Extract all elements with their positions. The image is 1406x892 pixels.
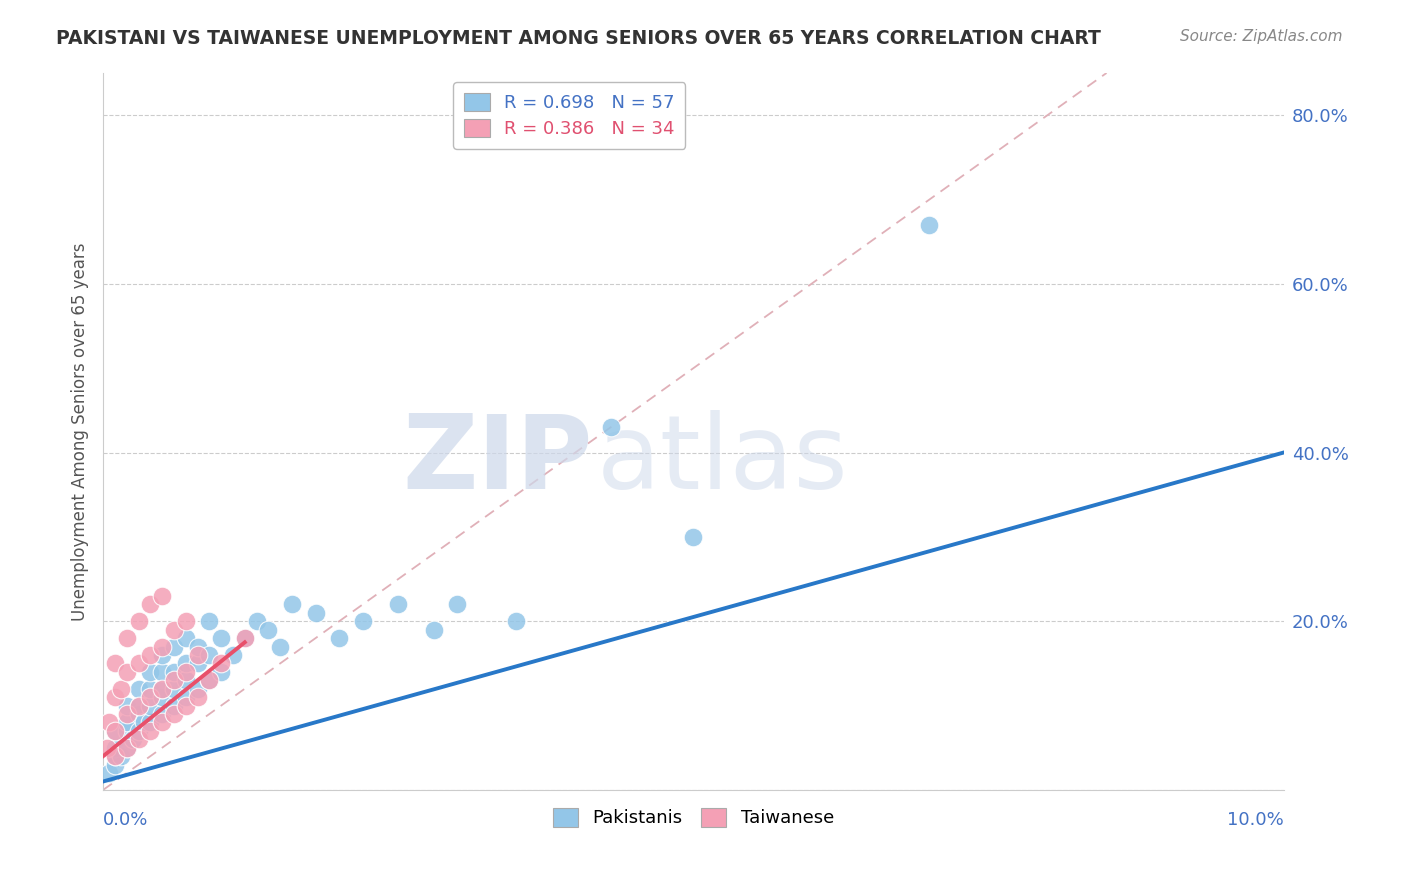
Point — [110, 681, 132, 696]
Point — [128, 732, 150, 747]
Point — [209, 665, 232, 679]
Text: 10.0%: 10.0% — [1227, 812, 1284, 830]
Point — [198, 648, 221, 662]
Point — [98, 766, 121, 780]
Point — [104, 749, 127, 764]
Point — [104, 740, 127, 755]
Y-axis label: Unemployment Among Seniors over 65 years: Unemployment Among Seniors over 65 years — [72, 243, 89, 621]
Point — [187, 657, 209, 671]
Point — [187, 681, 209, 696]
Point — [163, 706, 186, 721]
Text: Source: ZipAtlas.com: Source: ZipAtlas.com — [1180, 29, 1343, 44]
Point — [682, 530, 704, 544]
Point — [918, 218, 941, 232]
Point — [281, 598, 304, 612]
Point — [163, 673, 186, 688]
Point — [187, 690, 209, 705]
Point — [98, 715, 121, 730]
Point — [115, 665, 138, 679]
Legend: Pakistanis, Taiwanese: Pakistanis, Taiwanese — [546, 801, 841, 835]
Point — [174, 657, 197, 671]
Point — [198, 673, 221, 688]
Point — [115, 631, 138, 645]
Point — [128, 614, 150, 628]
Point — [128, 723, 150, 738]
Point — [505, 614, 527, 628]
Point — [139, 665, 162, 679]
Point — [174, 631, 197, 645]
Point — [174, 665, 197, 679]
Point — [163, 698, 186, 713]
Point — [115, 698, 138, 713]
Point — [115, 723, 138, 738]
Point — [150, 706, 173, 721]
Text: 0.0%: 0.0% — [103, 812, 149, 830]
Point — [110, 749, 132, 764]
Point — [104, 749, 127, 764]
Point — [599, 420, 621, 434]
Point — [163, 665, 186, 679]
Text: ZIP: ZIP — [402, 409, 593, 510]
Point — [104, 723, 127, 738]
Point — [304, 606, 326, 620]
Point — [139, 690, 162, 705]
Point — [257, 623, 280, 637]
Point — [163, 640, 186, 654]
Point — [150, 589, 173, 603]
Point — [245, 614, 267, 628]
Point — [387, 598, 409, 612]
Point — [104, 723, 127, 738]
Point — [128, 657, 150, 671]
Text: atlas: atlas — [596, 409, 848, 510]
Text: PAKISTANI VS TAIWANESE UNEMPLOYMENT AMONG SENIORS OVER 65 YEARS CORRELATION CHAR: PAKISTANI VS TAIWANESE UNEMPLOYMENT AMON… — [56, 29, 1101, 47]
Point — [139, 648, 162, 662]
Point — [128, 681, 150, 696]
Point — [115, 706, 138, 721]
Point — [139, 681, 162, 696]
Point — [104, 757, 127, 772]
Point — [104, 690, 127, 705]
Point — [150, 681, 173, 696]
Point — [115, 715, 138, 730]
Point — [233, 631, 256, 645]
Point — [96, 740, 118, 755]
Point — [150, 681, 173, 696]
Point — [352, 614, 374, 628]
Point — [187, 648, 209, 662]
Point — [422, 623, 444, 637]
Point — [328, 631, 350, 645]
Point — [115, 740, 138, 755]
Point — [209, 631, 232, 645]
Point — [163, 623, 186, 637]
Point — [128, 698, 150, 713]
Point — [233, 631, 256, 645]
Point — [128, 706, 150, 721]
Point — [139, 723, 162, 738]
Point — [222, 648, 245, 662]
Point — [104, 657, 127, 671]
Point — [163, 681, 186, 696]
Point — [121, 732, 143, 747]
Point — [174, 614, 197, 628]
Point — [139, 715, 162, 730]
Point — [150, 665, 173, 679]
Point — [139, 598, 162, 612]
Point — [134, 715, 156, 730]
Point — [446, 598, 468, 612]
Point — [128, 698, 150, 713]
Point — [187, 640, 209, 654]
Point — [150, 690, 173, 705]
Point — [174, 698, 197, 713]
Point — [209, 657, 232, 671]
Point — [174, 690, 197, 705]
Point — [198, 673, 221, 688]
Point — [269, 640, 291, 654]
Point — [150, 648, 173, 662]
Point — [150, 715, 173, 730]
Point — [150, 640, 173, 654]
Point — [174, 673, 197, 688]
Point — [198, 614, 221, 628]
Point — [139, 698, 162, 713]
Point — [115, 740, 138, 755]
